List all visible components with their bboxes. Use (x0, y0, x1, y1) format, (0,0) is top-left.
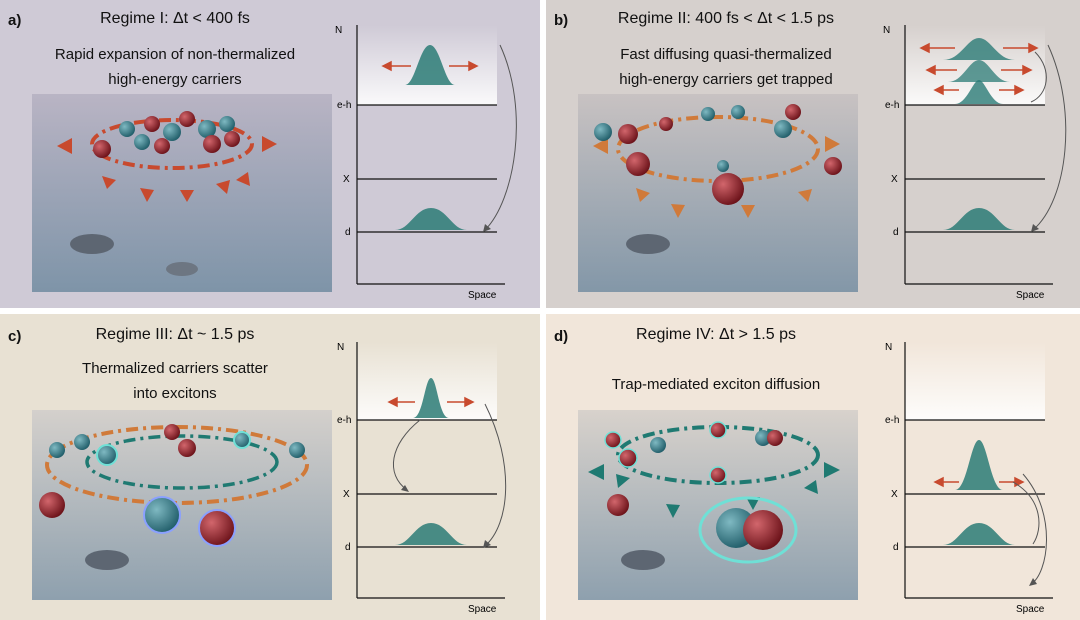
panel-d-description-line1: Trap-mediated exciton diffusion (611, 376, 821, 393)
exciton-arrows (588, 462, 840, 518)
gaussian-peak (395, 208, 467, 230)
level-label-d: d (893, 227, 899, 238)
panel-b: b) Regime II: 400 fs < Δt < 1.5 ps Fast … (546, 0, 1080, 308)
inner-ring (85, 434, 279, 490)
exciton-cluster (39, 424, 305, 547)
panel-c-description-line2: into excitons (133, 385, 217, 402)
y-axis-label: N (883, 25, 890, 36)
panel-a: a) Regime I: Δt < 400 fs Rapid expansion… (0, 0, 540, 308)
panel-c-description-line1: Thermalized carriers scatter (82, 360, 268, 377)
x-axis-label: Space (1016, 290, 1045, 300)
level-label-x: X (891, 174, 898, 185)
trap-hole (70, 234, 114, 254)
level-label-d: d (345, 542, 351, 553)
level-label-x: X (891, 489, 898, 500)
level-label-x: X (343, 489, 350, 500)
panel-c-illustration (32, 410, 332, 600)
panel-a-title: Regime I: Δt < 400 fs (100, 10, 250, 27)
y-axis-label: N (335, 25, 342, 36)
expansion-ring (90, 118, 254, 170)
panel-b-title: Regime II: 400 fs < Δt < 1.5 ps (617, 10, 835, 27)
panel-c-energy-diagram: N Space e-h X d (337, 342, 507, 614)
trap-hole (166, 262, 198, 276)
panel-d-label: d) (554, 328, 569, 345)
level-label-eh: e-h (885, 415, 899, 426)
level-label-d: d (893, 542, 899, 553)
level-label-eh: e-h (885, 100, 899, 111)
relaxation-arrow (484, 44, 517, 231)
panel-a-label: a) (8, 12, 22, 29)
panel-a-description-line2: high-energy carriers (108, 71, 242, 88)
panel-c-label: c) (8, 328, 22, 345)
panel-d-title: Regime IV: Δt > 1.5 ps (636, 326, 796, 343)
panel-d: d) Regime IV: Δt > 1.5 ps Trap-mediated … (546, 314, 1080, 620)
panel-c: c) Regime III: Δt ~ 1.5 ps Thermalized c… (0, 314, 540, 620)
x-axis-label: Space (468, 290, 497, 300)
y-axis-label: N (337, 342, 344, 353)
panel-d-illustration (578, 410, 858, 600)
diffusion-arrows (593, 136, 840, 218)
panel-d-energy-diagram: N Space e-h X d (885, 342, 1053, 614)
exciton-cluster (604, 421, 798, 564)
panel-b-illustration (578, 94, 858, 292)
panel-b-description: Fast diffusing quasi-thermalized high-en… (576, 42, 876, 92)
panel-a-description-line1: Rapid expansion of non-thermalized (54, 46, 296, 63)
level-label-eh: e-h (337, 415, 351, 426)
carrier-cluster (594, 104, 842, 205)
carrier-cluster (93, 111, 240, 158)
panel-d-description: Trap-mediated exciton diffusion (566, 372, 866, 397)
panel-a-illustration (32, 94, 332, 292)
panel-b-label: b) (554, 12, 569, 29)
panel-b-energy-diagram: N Space e-h X d (883, 25, 1067, 300)
panel-c-description: Thermalized carriers scatter into excito… (30, 356, 320, 406)
panel-c-title: Regime III: Δt ~ 1.5 ps (95, 326, 255, 343)
level-label-eh: e-h (337, 100, 351, 111)
x-axis-label: Space (468, 604, 497, 614)
panel-a-energy-diagram: N Space e-h X d (335, 25, 517, 300)
panel-a-description: Rapid expansion of non-thermalized high-… (30, 42, 320, 92)
y-axis-label: N (885, 342, 892, 353)
x-axis-label: Space (1016, 604, 1045, 614)
gaussian-peak (405, 45, 455, 85)
panel-b-description-line1: Fast diffusing quasi-thermalized (620, 46, 832, 63)
expansion-arrows (57, 136, 277, 202)
level-label-x: X (343, 174, 350, 185)
spread-arrows (381, 60, 479, 72)
level-label-d: d (345, 227, 351, 238)
panel-b-description-line2: high-energy carriers get trapped (619, 71, 833, 88)
